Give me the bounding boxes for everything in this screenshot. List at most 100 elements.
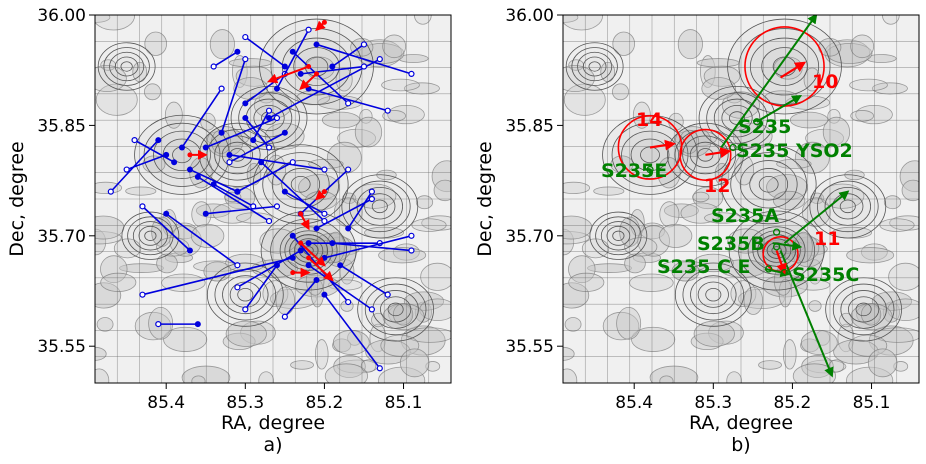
blue-point-8 [218, 129, 225, 136]
source-label-3: S235A [711, 205, 779, 227]
x-tick-label-a-0: 85.4 [147, 393, 185, 413]
blue-point-10 [234, 188, 241, 195]
blue-vector-4 [189, 168, 238, 193]
blue-point-39 [321, 291, 328, 298]
blue-endpoint-19 [384, 107, 391, 114]
source-marker-4 [772, 243, 781, 251]
x-tick-label-a-2: 85.2 [305, 393, 343, 413]
blue-vector-24 [284, 190, 325, 215]
red-vector-b-2 [705, 147, 732, 158]
x-tick-label-b-0: 85.4 [615, 393, 653, 413]
blue-vector-14 [268, 58, 381, 119]
blue-point-15 [273, 85, 280, 92]
red-vector-b-1 [649, 139, 676, 151]
blue-vector-7 [213, 183, 254, 208]
y-tick-label-a-2: 35.70 [37, 227, 86, 247]
source-label-6: S235C [792, 264, 859, 286]
y-axis-label-b: Dec, degree [474, 141, 496, 256]
blue-point-16 [281, 63, 288, 70]
blue-vector-23 [141, 205, 191, 252]
source-label-1: S235 YSO2 [736, 140, 853, 162]
blue-endpoint-12 [265, 107, 273, 114]
blue-endpoint-18 [360, 63, 368, 70]
blue-endpoint-3 [218, 85, 225, 92]
blue-endpoint-16 [242, 33, 249, 41]
blue-endpoint-39 [376, 365, 383, 372]
y-tick-label-b-2: 35.70 [505, 227, 554, 247]
blue-point-13 [258, 159, 265, 166]
panel-b: 85.4 85.3 85.2 85.1 36.00 35.85 35.70 35.55 10 1… [474, 6, 920, 456]
blue-point-24 [281, 188, 288, 195]
x-tick-label-a-3: 85.1 [385, 393, 423, 413]
red-vector-a-1 [267, 65, 309, 84]
blue-endpoint-21 [273, 203, 281, 210]
green-vector-2 [783, 190, 850, 244]
blue-point-34 [313, 276, 320, 283]
blue-endpoint-28 [368, 195, 375, 203]
blue-point-26 [289, 232, 296, 239]
blue-endpoint-25 [345, 166, 352, 173]
source-marker-2 [646, 165, 654, 174]
blue-endpoint-37 [368, 188, 375, 195]
red-vector-a-3 [300, 242, 326, 267]
blue-endpoint-40 [226, 159, 233, 166]
red-vector-b-0 [779, 61, 807, 79]
blue-point-2 [171, 159, 178, 166]
blue-point-3 [179, 144, 186, 151]
panel-label-b: b) [731, 434, 750, 456]
blue-endpoint-6 [273, 114, 281, 122]
panel-b-frame [562, 14, 920, 384]
red-label-10: 10 [812, 71, 838, 93]
blue-point-22 [163, 210, 170, 217]
red-label-12: 12 [704, 175, 730, 197]
blue-point-0 [155, 137, 162, 144]
y-tick-label-a-3: 35.55 [37, 337, 86, 357]
blue-endpoint-30 [139, 291, 146, 298]
x-tick-label-b-2: 85.2 [773, 393, 811, 413]
blue-vector-34 [284, 279, 318, 318]
blue-point-40 [281, 129, 288, 136]
blue-vector-31 [308, 264, 373, 311]
blue-endpoint-31 [368, 306, 375, 313]
blue-endpoint-15 [305, 26, 312, 33]
blue-vector-30 [142, 257, 293, 296]
panel-label-a: a) [263, 434, 282, 456]
blue-point-4 [186, 166, 193, 173]
blue-point-32 [321, 254, 328, 261]
red-point-a-4 [306, 255, 312, 261]
x-axis-label-b: RA, degree [689, 412, 793, 434]
red-vector-a-4 [307, 257, 334, 282]
blue-point-31 [305, 262, 312, 269]
blue-vector-6 [205, 117, 278, 149]
panel-a: 85.4 85.3 85.2 85.1 36.00 35.85 35.70 35.55 RA,… [6, 6, 452, 456]
blue-endpoint-17 [345, 100, 352, 107]
x-axis-label-a: RA, degree [221, 412, 325, 434]
y-tick-label-a-0: 36.00 [37, 6, 86, 26]
red-point-a-1 [306, 64, 312, 70]
blue-point-23 [186, 247, 193, 254]
blue-endpoint-23 [139, 203, 146, 210]
blue-endpoint-14 [376, 56, 383, 63]
blue-point-30 [289, 254, 296, 261]
x-tick-label-b-3: 85.1 [853, 393, 891, 413]
source-label-5: S235 C E [657, 256, 751, 278]
blue-point-27 [305, 240, 312, 247]
blue-point-42 [329, 63, 336, 70]
blue-point-29 [297, 247, 304, 254]
panel-b-background [563, 15, 919, 383]
blue-vector-40 [229, 132, 286, 163]
blue-point-18 [297, 70, 304, 77]
blue-endpoint-2 [131, 137, 138, 144]
source-marker-1 [729, 143, 737, 152]
red-point-a-3 [298, 240, 304, 246]
blue-endpoint-10 [289, 159, 296, 166]
red-point-a-7 [321, 19, 327, 25]
blue-endpoint-32 [408, 232, 415, 239]
blue-vector-8 [220, 58, 247, 134]
blue-vector-43 [244, 117, 270, 148]
red-point-a-5 [298, 211, 304, 217]
blue-endpoint-41 [210, 63, 217, 70]
source-marker-3 [772, 228, 781, 236]
blue-vector-9 [229, 154, 325, 171]
blue-point-37 [345, 225, 352, 232]
